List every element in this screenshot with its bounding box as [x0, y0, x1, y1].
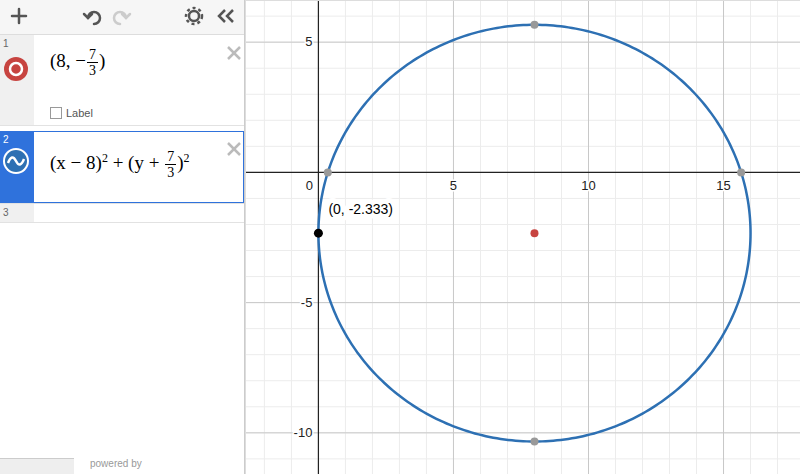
html-text:powered by: powered by [90, 458, 142, 469]
html-text:2: 2 [3, 134, 9, 145]
svg-text:15: 15 [716, 178, 730, 193]
svg-text:10: 10 [581, 178, 595, 193]
html-text:(8, − 7: (8, − 7 [50, 47, 96, 71]
svg-text:(0, -2.333): (0, -2.333) [328, 201, 393, 217]
html-text:3)2: 3)2 [167, 150, 190, 180]
html-text:Label: Label [66, 107, 93, 119]
html-text:3: 3 [3, 207, 9, 218]
html-text:1: 1 [3, 38, 9, 49]
svg-text:5: 5 [450, 178, 457, 193]
svg-text:0: 0 [306, 178, 313, 193]
html-text:(x − 8)2+ (y +7: (x − 8)2+ (y +7 [50, 149, 175, 173]
svg-text:5: 5 [305, 34, 312, 49]
html-text:3 ): 3 ) [89, 49, 106, 78]
svg-text:-10: -10 [294, 425, 313, 440]
svg-text:-5: -5 [301, 295, 313, 310]
